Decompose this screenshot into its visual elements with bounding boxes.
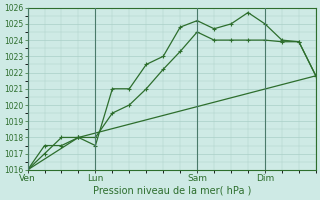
X-axis label: Pression niveau de la mer( hPa ): Pression niveau de la mer( hPa ) xyxy=(92,186,251,196)
